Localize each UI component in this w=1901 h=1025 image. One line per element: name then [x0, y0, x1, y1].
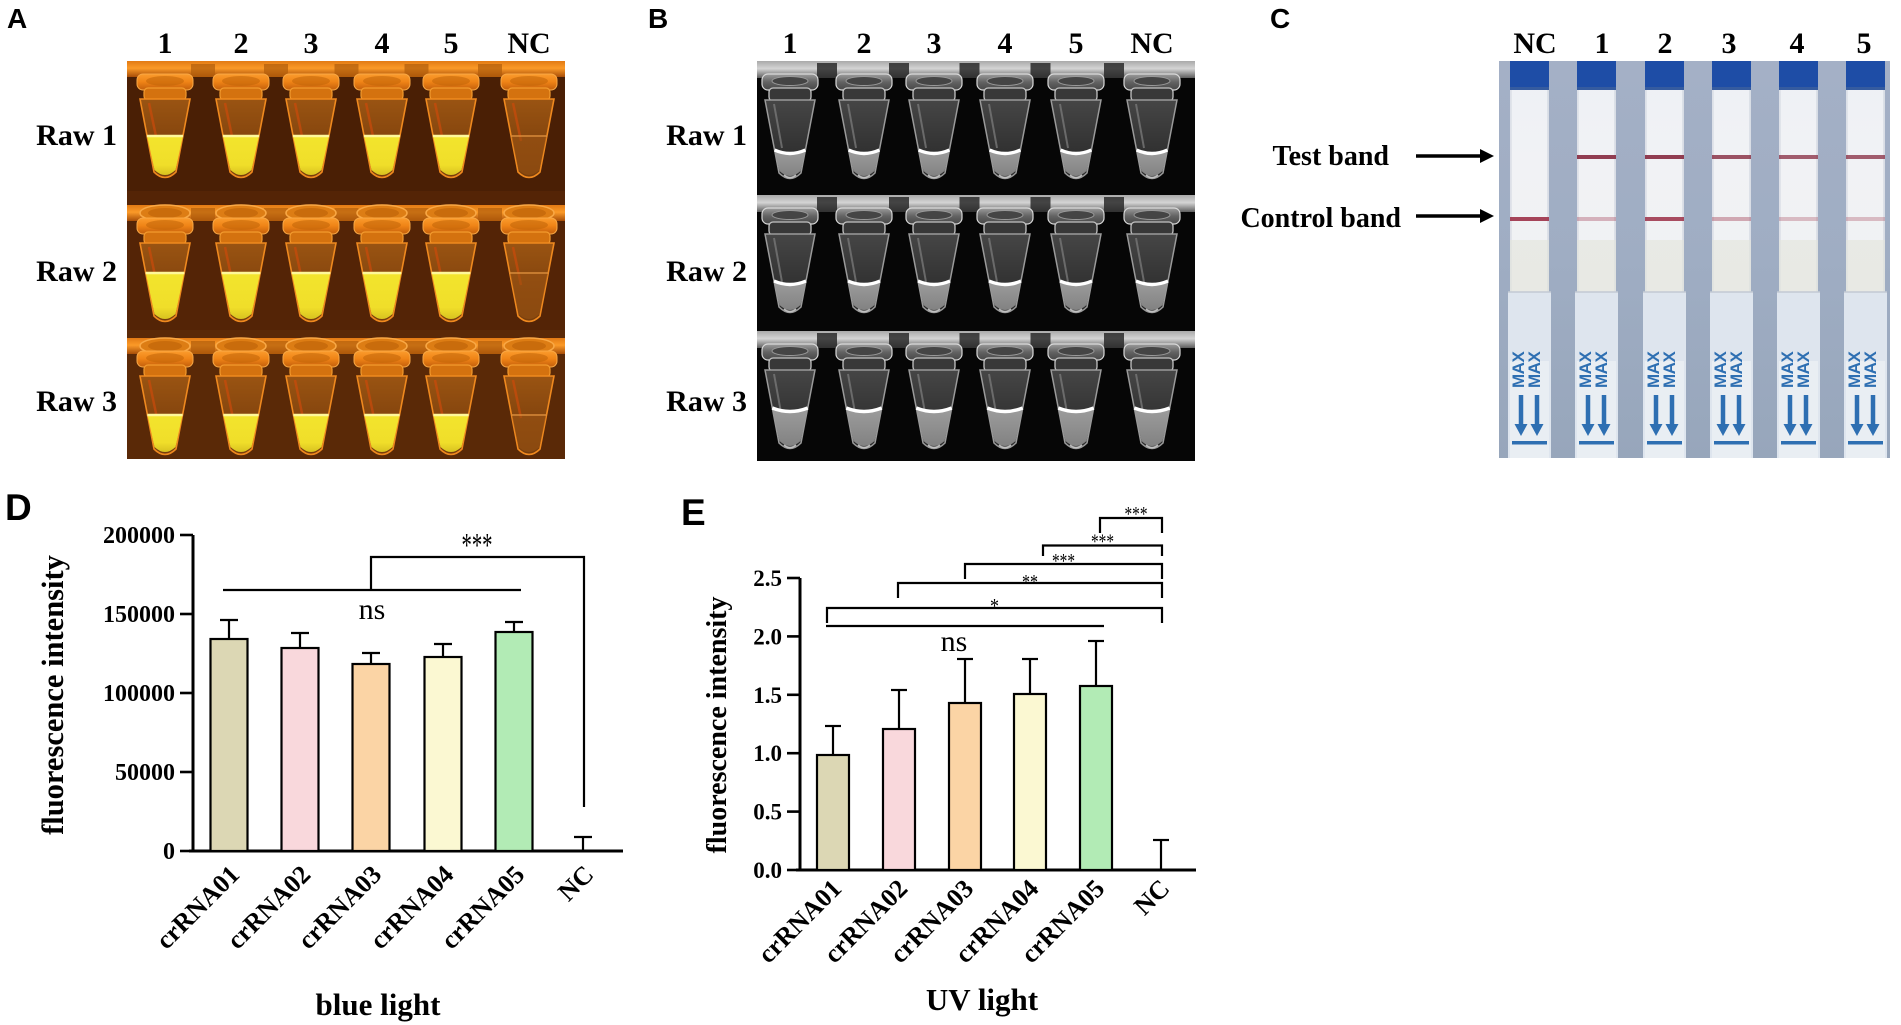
svg-text:MAX: MAX — [1644, 351, 1663, 388]
svg-text:MAX: MAX — [1525, 351, 1544, 388]
svg-text:3: 3 — [927, 27, 942, 60]
svg-text:fluorescence intensity: fluorescence intensity — [36, 555, 70, 835]
svg-text:A: A — [7, 3, 27, 34]
svg-text:4: 4 — [998, 27, 1013, 60]
svg-text:2: 2 — [1658, 27, 1673, 60]
svg-text:3: 3 — [1722, 27, 1737, 60]
svg-text:2.0: 2.0 — [753, 624, 782, 649]
svg-text:5: 5 — [1069, 27, 1084, 60]
svg-text:MAX: MAX — [1509, 351, 1528, 388]
svg-text:NC: NC — [507, 27, 550, 60]
svg-text:Raw 3: Raw 3 — [666, 385, 747, 418]
svg-text:2.5: 2.5 — [753, 566, 782, 591]
svg-text:MAX: MAX — [1778, 351, 1797, 388]
svg-text:UV light: UV light — [926, 982, 1039, 1017]
svg-text:MAX: MAX — [1727, 351, 1746, 388]
svg-text:Raw 1: Raw 1 — [666, 119, 747, 152]
svg-text:200000: 200000 — [103, 523, 175, 549]
svg-text:0.5: 0.5 — [753, 800, 782, 825]
svg-text:NC: NC — [552, 860, 599, 907]
svg-text:2: 2 — [234, 27, 249, 60]
svg-text:0: 0 — [163, 839, 175, 865]
svg-text:***: *** — [1125, 502, 1148, 526]
svg-text:4: 4 — [1790, 27, 1805, 60]
svg-text:MAX: MAX — [1592, 351, 1611, 388]
svg-text:ns: ns — [941, 625, 968, 658]
svg-text:Raw 1: Raw 1 — [36, 119, 117, 152]
svg-text:NC: NC — [1128, 874, 1175, 921]
svg-text:NC: NC — [1513, 27, 1556, 60]
svg-text:fluorescence intensity: fluorescence intensity — [702, 597, 733, 854]
svg-text:***: *** — [1091, 530, 1114, 554]
svg-text:**: ** — [1022, 570, 1038, 594]
svg-text:MAX: MAX — [1861, 351, 1880, 388]
svg-text:MAX: MAX — [1845, 351, 1864, 388]
svg-text:Raw 3: Raw 3 — [36, 385, 117, 418]
svg-text:1: 1 — [158, 27, 173, 60]
svg-text:3: 3 — [304, 27, 319, 60]
svg-text:ns: ns — [359, 593, 386, 626]
svg-text:Raw 2: Raw 2 — [36, 255, 117, 288]
svg-text:***: *** — [1052, 549, 1075, 573]
svg-text:1.0: 1.0 — [753, 741, 782, 766]
svg-text:Control band: Control band — [1240, 203, 1401, 234]
svg-text:Test band: Test band — [1273, 141, 1390, 172]
svg-text:0.0: 0.0 — [753, 858, 782, 883]
svg-text:MAX: MAX — [1576, 351, 1595, 388]
svg-text:2: 2 — [857, 27, 872, 60]
svg-text:1: 1 — [783, 27, 798, 60]
svg-text:50000: 50000 — [115, 760, 175, 786]
svg-text:100000: 100000 — [103, 681, 175, 707]
svg-text:*: * — [990, 594, 999, 618]
svg-text:Raw 2: Raw 2 — [666, 255, 747, 288]
svg-text:4: 4 — [375, 27, 390, 60]
svg-text:1: 1 — [1595, 27, 1610, 60]
svg-text:D: D — [5, 487, 32, 528]
svg-text:5: 5 — [1857, 27, 1872, 60]
svg-text:MAX: MAX — [1711, 351, 1730, 388]
svg-text:MAX: MAX — [1660, 351, 1679, 388]
svg-text:C: C — [1270, 3, 1290, 34]
svg-text:B: B — [648, 3, 668, 34]
svg-text:NC: NC — [1130, 27, 1173, 60]
svg-text:150000: 150000 — [103, 602, 175, 628]
svg-text:1.5: 1.5 — [753, 683, 782, 708]
svg-text:5: 5 — [444, 27, 459, 60]
svg-text:blue light: blue light — [316, 987, 442, 1022]
svg-text:MAX: MAX — [1794, 351, 1813, 388]
svg-text:E: E — [681, 492, 706, 533]
svg-text:***: *** — [462, 527, 493, 564]
